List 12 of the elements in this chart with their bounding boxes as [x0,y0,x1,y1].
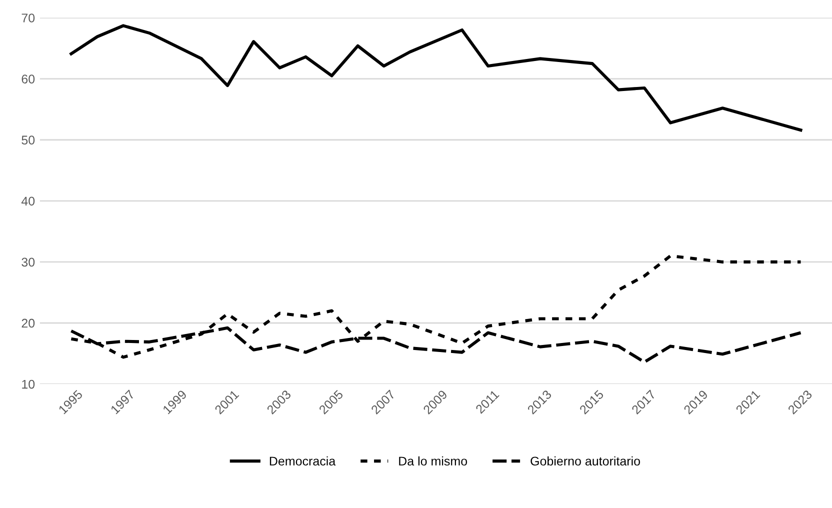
legend-label: Democracia [270,456,336,466]
legend-label: Gobierno autoritario [530,456,640,466]
line-series [70,24,802,132]
y-tick-label: 30 [22,258,35,267]
y-tick-label: 60 [22,74,35,84]
y-tick-label: 50 [22,136,35,145]
legend-label: Da lo mismo [399,456,468,466]
y-tick-label: 40 [21,196,35,206]
y-tick-label: 70 [22,14,35,22]
line-series [70,254,802,359]
y-tick-label: 10 [22,380,35,389]
y-tick-label: 20 [22,318,35,328]
